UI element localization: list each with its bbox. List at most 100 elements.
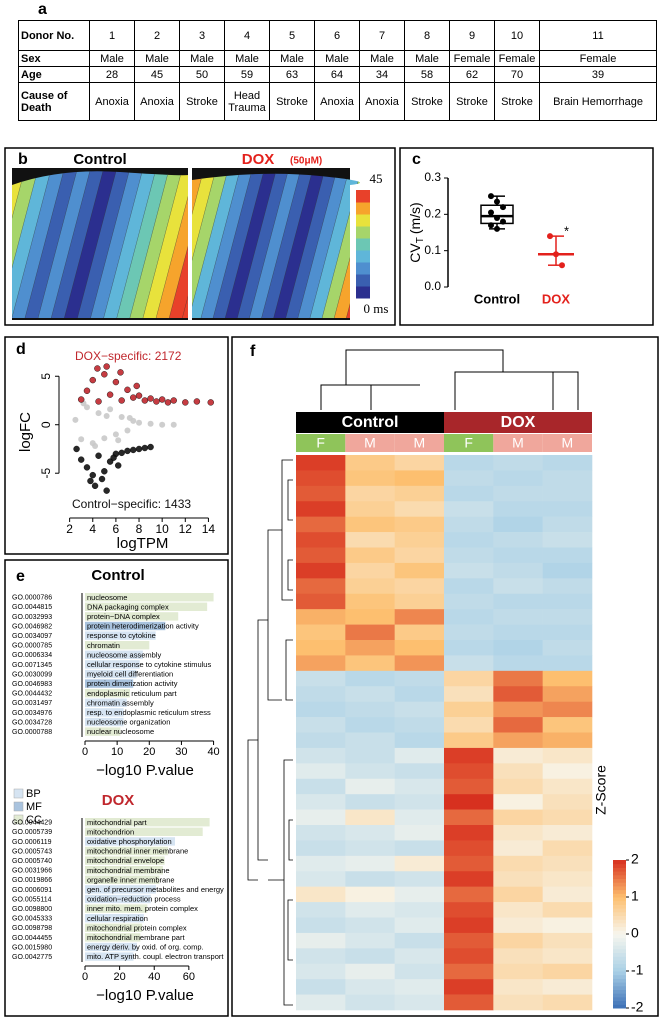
heatmap-cell (542, 686, 593, 702)
data-point (207, 399, 214, 406)
colorbar-label: 45 (370, 171, 383, 186)
heatmap-cell (493, 855, 543, 872)
go-id: GO.0034728 (12, 719, 52, 726)
data-point (103, 413, 110, 419)
data-point (147, 420, 154, 427)
heatmap-cell (444, 871, 494, 887)
sex-label: M (561, 435, 573, 451)
colorbar-segment (613, 945, 626, 950)
colorbar-swatch (356, 202, 370, 215)
go-id: GO.0005739 (12, 829, 52, 836)
data-point (170, 397, 177, 404)
x-tick-label: 12 (179, 522, 193, 536)
group-label: DOX (501, 414, 536, 431)
heatmap-cell (394, 485, 445, 502)
heatmap-cell (542, 979, 593, 995)
table-cell: 45 (134, 66, 180, 83)
table-cell: 5 (269, 20, 315, 51)
data-point (500, 204, 506, 211)
go-id: GO.0000786 (12, 595, 52, 602)
term-label: chromatin assembly (87, 698, 154, 707)
colorbar-segment (613, 934, 626, 939)
heatmap-cell (296, 501, 346, 517)
data-point (72, 416, 79, 423)
x-tick-label: 2 (66, 522, 73, 536)
go-id: GO.0044432 (12, 691, 52, 698)
colorbar-swatch (356, 286, 370, 299)
row-header: Age (18, 66, 90, 83)
heatmap-cell (542, 732, 593, 749)
row-header: Sex (18, 50, 90, 67)
table-cell: 28 (89, 66, 135, 83)
table-cell: Stroke (449, 82, 495, 121)
heatmap-cell (542, 455, 593, 471)
dose-label: (50μM) (290, 156, 322, 167)
heatmap-cell (296, 794, 346, 810)
term-label: oxidative phosphorylation (87, 837, 172, 846)
heatmap-cell (444, 917, 494, 934)
heatmap-cell (542, 640, 593, 656)
heatmap-cell (296, 578, 346, 595)
heatmap-cell (444, 794, 494, 810)
heatmap-cell (444, 547, 494, 564)
heatmap-cell (345, 763, 395, 780)
heatmap-cell (444, 732, 494, 749)
data-point (94, 365, 101, 372)
isochrone-band (224, 173, 278, 318)
heatmap-cell (345, 886, 395, 903)
data-point (98, 475, 106, 483)
heatmap-cell (444, 963, 494, 980)
y-tick-label: 5 (39, 373, 53, 380)
table-cell: Anoxia (134, 82, 180, 121)
heatmap-cell (296, 732, 346, 749)
x-tick-label: 0 (82, 746, 88, 758)
heatmap-cell (394, 855, 445, 872)
heatmap-cell (394, 747, 445, 764)
colorbar-segment (613, 930, 626, 935)
heatmap-cell (345, 825, 395, 841)
bar (85, 717, 124, 727)
data-point (135, 392, 143, 399)
term-label: mitochondrial envelope (87, 856, 164, 865)
colorbar-segment (613, 863, 626, 868)
data-point (77, 396, 85, 403)
bar (85, 856, 165, 865)
colorbar-segment (613, 871, 626, 876)
heatmap-cell (345, 455, 395, 471)
data-point (101, 435, 108, 442)
isochrone-band (272, 173, 326, 318)
table-cell: 2 (134, 20, 180, 51)
table-cell: Brain Hemorrhage (539, 82, 657, 121)
heatmap-cell (394, 609, 445, 625)
data-point (115, 437, 122, 444)
map-title: Control (73, 151, 126, 168)
heatmap-cell (542, 593, 593, 610)
heatmap-cell (394, 655, 445, 672)
panel-label: f (250, 343, 256, 360)
y-tick-label: 0.1 (424, 243, 441, 257)
colorbar-segment (613, 963, 626, 968)
heatmap-cell (394, 516, 445, 533)
heatmap-cell (345, 747, 395, 764)
colorbar-tick-label: -2 (631, 999, 644, 1015)
isochrone-band (76, 171, 131, 318)
heatmap-cell (493, 547, 543, 564)
heatmap-cell (542, 778, 593, 795)
colorbar-swatch (356, 226, 370, 239)
colorbar-segment (613, 1000, 626, 1005)
heatmap-cell (296, 948, 346, 965)
heatmap-cell (296, 485, 346, 502)
isochrone-band (345, 173, 360, 318)
x-tick-label: 8 (136, 522, 143, 536)
data-point (547, 233, 553, 240)
table-cell: Head Trauma (224, 82, 270, 121)
heatmap-cell (493, 655, 543, 672)
heatmap-cell (394, 717, 445, 733)
data-point (112, 431, 119, 438)
heatmap-cell (493, 871, 543, 887)
heatmap-cell (394, 994, 445, 1011)
data-point (118, 413, 125, 420)
data-point (103, 363, 110, 370)
x-tick-label: Control (474, 291, 520, 306)
